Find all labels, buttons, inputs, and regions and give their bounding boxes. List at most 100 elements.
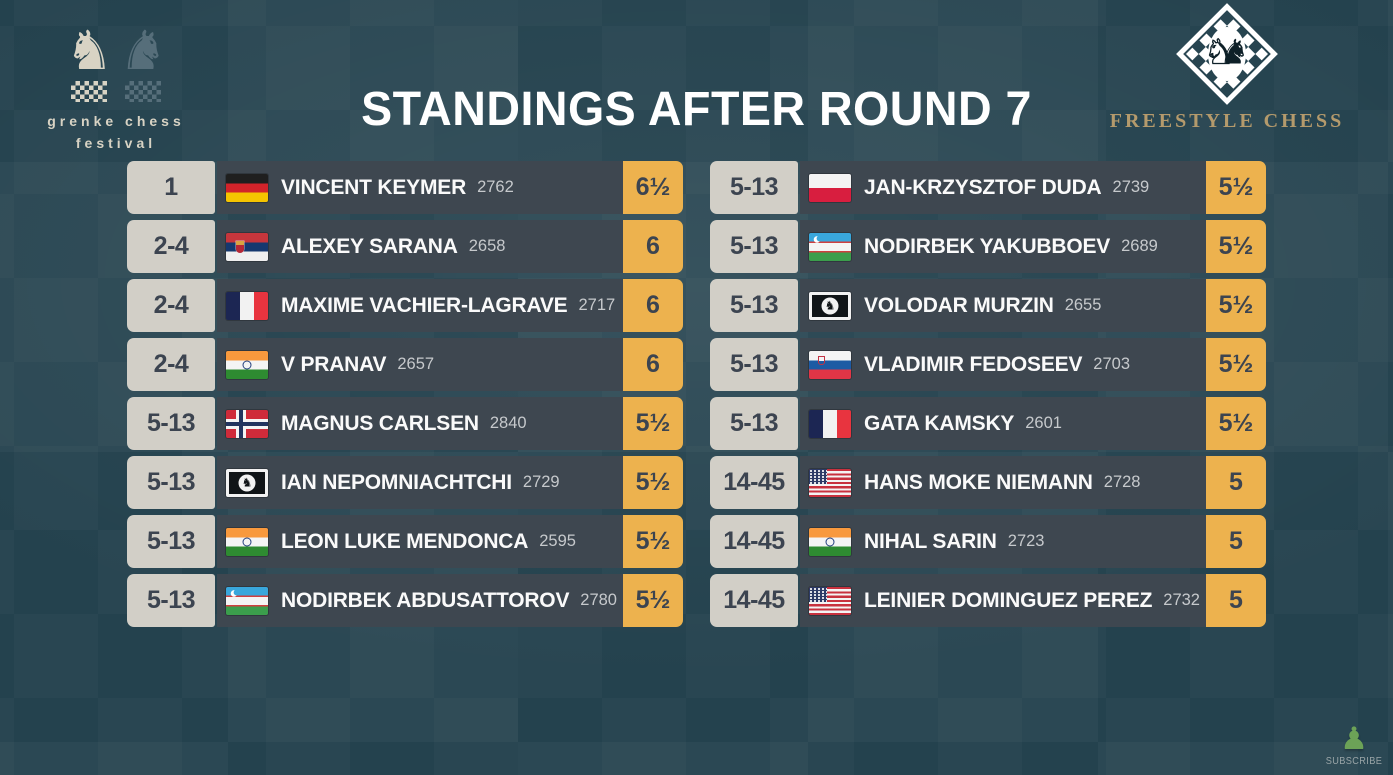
player-cell: JAN-KRZYSZTOF DUDA 2739 (800, 161, 1206, 214)
standings-table-right: 5-13 JAN-KRZYSZTOF DUDA 2739 5½ 5-13 NOD… (710, 161, 1266, 627)
grenke-logo-line2: festival (75, 134, 157, 151)
score-cell: 5 (1206, 456, 1266, 509)
score-cell: 5½ (1206, 220, 1266, 273)
player-cell: VLADIMIR FEDOSEEV 2703 (800, 338, 1206, 391)
player-rating: 2601 (1025, 414, 1062, 432)
flag-uzbekistan-icon (809, 232, 851, 261)
rank-cell: 14-45 (710, 574, 798, 627)
checkerboard-base-icon (124, 81, 161, 102)
player-name: GATA KAMSKY (864, 411, 1015, 435)
flag-india-icon (226, 350, 268, 379)
score-cell: 6 (623, 338, 683, 391)
rank-cell: 5-13 (127, 515, 215, 568)
rank-cell: 5-13 (710, 279, 798, 332)
score-cell: 5½ (623, 515, 683, 568)
standings-row: 5-13 JAN-KRZYSZTOF DUDA 2739 5½ (710, 161, 1266, 214)
score-cell: 5½ (1206, 161, 1266, 214)
standings-row: 5-13 MAGNUS CARLSEN 2840 5½ (127, 397, 683, 450)
standings-row: 14-45 LEINIER DOMINGUEZ PEREZ 2732 5 (710, 574, 1266, 627)
rank-cell: 14-45 (710, 515, 798, 568)
grenke-logo-text: grenke chess festival (40, 111, 192, 154)
green-pawn-icon (1321, 723, 1387, 755)
rank-cell: 5-13 (127, 574, 215, 627)
standings-row: 5-13 NODIRBEK YAKUBBOEV 2689 5½ (710, 220, 1266, 273)
freestyle-logo-text: FREESTYLE CHESS (1109, 110, 1345, 132)
player-cell: HANS MOKE NIEMANN 2728 (800, 456, 1206, 509)
player-cell: MAGNUS CARLSEN 2840 (217, 397, 623, 450)
score-cell: 6 (623, 220, 683, 273)
player-cell: V PRANAV 2657 (217, 338, 623, 391)
player-name: ALEXEY SARANA (281, 234, 458, 258)
flag-uzbekistan-icon (226, 586, 268, 615)
score-cell: 5½ (1206, 279, 1266, 332)
flag-fide-icon (809, 291, 851, 320)
player-cell: IAN NEPOMNIACHTCHI 2729 (217, 456, 623, 509)
player-cell: LEON LUKE MENDONCA 2595 (217, 515, 623, 568)
player-cell: NODIRBEK ABDUSATTOROV 2780 (217, 574, 623, 627)
subscribe-button[interactable]: SUBSCRIBE (1321, 723, 1387, 767)
player-rating: 2732 (1163, 591, 1200, 609)
freestyle-diamond-icon (1175, 2, 1279, 106)
score-cell: 5½ (623, 397, 683, 450)
grenke-logo-line1: grenke chess (47, 113, 185, 129)
flag-india-icon (226, 527, 268, 556)
grenke-knight-dark-icon (119, 22, 167, 102)
rank-cell: 1 (127, 161, 215, 214)
standings-row: 14-45 NIHAL SARIN 2723 5 (710, 515, 1266, 568)
standings-row: 5-13 LEON LUKE MENDONCA 2595 5½ (127, 515, 683, 568)
player-rating: 2595 (539, 532, 576, 550)
rank-cell: 5-13 (710, 220, 798, 273)
flag-poland-icon (809, 173, 851, 202)
rank-cell: 5-13 (710, 338, 798, 391)
flag-usa-icon (809, 468, 851, 497)
standings-row: 5-13 GATA KAMSKY 2601 5½ (710, 397, 1266, 450)
standings-tables: 1 VINCENT KEYMER 2762 6½ 2-4 ALEXEY SARA… (127, 161, 1266, 627)
score-cell: 5½ (623, 574, 683, 627)
grenke-knight-light-icon (65, 22, 113, 102)
grenke-chess-festival-logo: grenke chess festival (40, 22, 192, 154)
player-name: VOLODAR MURZIN (864, 293, 1054, 317)
score-cell: 6 (623, 279, 683, 332)
player-cell: GATA KAMSKY 2601 (800, 397, 1206, 450)
flag-germany-icon (226, 173, 268, 202)
freestyle-chess-logo: FREESTYLE CHESS (1107, 2, 1347, 133)
flag-norway-icon (226, 409, 268, 438)
rank-cell: 5-13 (710, 161, 798, 214)
two-knights-icon (1204, 32, 1250, 72)
player-rating: 2723 (1007, 532, 1045, 550)
flag-slovenia-icon (809, 350, 851, 379)
player-cell: VOLODAR MURZIN 2655 (800, 279, 1206, 332)
standings-row: 5-13 VOLODAR MURZIN 2655 5½ (710, 279, 1266, 332)
score-cell: 5½ (1206, 338, 1266, 391)
flag-serbia-icon (226, 232, 268, 261)
rank-cell: 2-4 (127, 220, 215, 273)
standings-row: 14-45 HANS MOKE NIEMANN 2728 5 (710, 456, 1266, 509)
rank-cell: 5-13 (127, 456, 215, 509)
white-knight-icon (1204, 32, 1219, 72)
standings-row: 2-4 ALEXEY SARANA 2658 6 (127, 220, 683, 273)
player-cell: NIHAL SARIN 2723 (800, 515, 1206, 568)
player-rating: 2717 (578, 296, 616, 314)
player-cell: VINCENT KEYMER 2762 (217, 161, 623, 214)
page-title: STANDINGS AFTER ROUND 7 (361, 83, 1032, 137)
player-rating: 2739 (1112, 178, 1150, 196)
flag-france-icon (226, 291, 268, 320)
rank-cell: 5-13 (710, 397, 798, 450)
player-name: NIHAL SARIN (864, 529, 997, 553)
player-rating: 2840 (489, 414, 527, 432)
standings-row: 1 VINCENT KEYMER 2762 6½ (127, 161, 683, 214)
player-name: LEON LUKE MENDONCA (281, 529, 529, 553)
player-name: JAN-KRZYSZTOF DUDA (864, 175, 1102, 199)
black-knight-icon (1220, 32, 1250, 72)
player-rating: 2729 (522, 473, 560, 491)
flag-fide-icon (226, 468, 268, 497)
rank-cell: 5-13 (127, 397, 215, 450)
player-rating: 2655 (1064, 296, 1102, 314)
player-rating: 2658 (468, 237, 506, 255)
checkerboard-base-icon (71, 81, 108, 102)
player-name: MAGNUS CARLSEN (281, 411, 479, 435)
player-name: NODIRBEK ABDUSATTOROV (281, 588, 570, 612)
player-cell: MAXIME VACHIER-LAGRAVE 2717 (217, 279, 623, 332)
score-cell: 5½ (623, 456, 683, 509)
standings-row: 5-13 VLADIMIR FEDOSEEV 2703 5½ (710, 338, 1266, 391)
